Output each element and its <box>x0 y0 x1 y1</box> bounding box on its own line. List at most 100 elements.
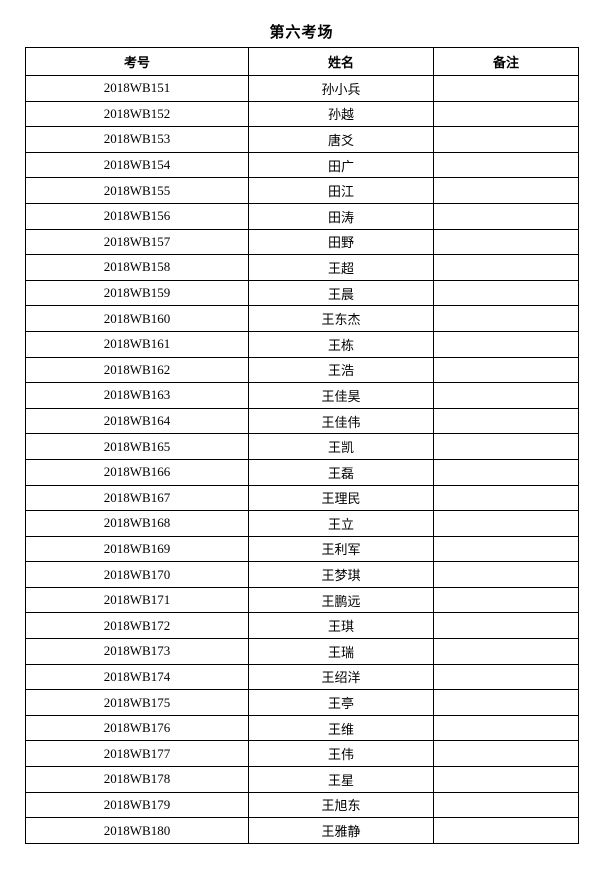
exam-no-cell: 2018WB167 <box>25 484 249 512</box>
table-row: 2018WB173 王瑞 <box>25 638 579 665</box>
exam-no-cell: 2018WB169 <box>25 535 249 563</box>
name-cell: 田江 <box>248 177 434 204</box>
exam-no-cell: 2018WB172 <box>25 612 249 640</box>
name-cell: 孙越 <box>248 100 434 128</box>
name-cell: 王佳伟 <box>248 407 434 435</box>
name-cell: 王鹏远 <box>248 586 434 614</box>
name-cell: 王维 <box>248 714 434 742</box>
exam-no-cell: 2018WB166 <box>25 458 249 486</box>
remark-cell <box>433 151 579 179</box>
remark-cell <box>433 740 579 768</box>
exam-no-cell: 2018WB155 <box>25 177 249 204</box>
remark-cell <box>433 356 579 384</box>
remark-cell <box>433 791 579 819</box>
name-cell: 田广 <box>248 151 434 179</box>
remark-cell <box>433 407 579 435</box>
remark-cell <box>433 714 579 742</box>
exam-no-cell: 2018WB163 <box>25 382 249 409</box>
table-row: 2018WB154 田广 <box>25 151 579 179</box>
exam-no-cell: 2018WB152 <box>25 100 249 128</box>
exam-no-cell: 2018WB165 <box>25 433 249 460</box>
remark-cell <box>433 638 579 665</box>
exam-no-cell: 2018WB168 <box>25 510 249 537</box>
exam-no-cell: 2018WB177 <box>25 740 249 768</box>
table-row: 2018WB164 王佳伟 <box>25 407 579 435</box>
remark-cell <box>433 766 579 793</box>
table-row: 2018WB152 孙越 <box>25 100 579 128</box>
table-body: 2018WB151 孙小兵 2018WB152 孙越 2018WB153 唐爻 … <box>25 75 579 844</box>
exam-roster-table: 考号 姓名 备注 2018WB151 孙小兵 2018WB152 孙越 2018… <box>25 47 579 844</box>
remark-cell <box>433 382 579 409</box>
table-row: 2018WB151 孙小兵 <box>25 75 579 102</box>
table-row: 2018WB156 田涛 <box>25 202 579 230</box>
table-row: 2018WB165 王凯 <box>25 433 579 460</box>
remark-cell <box>433 817 579 844</box>
remark-cell <box>433 279 579 307</box>
remark-cell <box>433 75 579 102</box>
exam-no-cell: 2018WB161 <box>25 330 249 358</box>
remark-cell <box>433 458 579 486</box>
table-row: 2018WB176 王维 <box>25 714 579 742</box>
table-row: 2018WB161 王栋 <box>25 330 579 358</box>
name-cell: 田涛 <box>248 202 434 230</box>
remark-cell <box>433 202 579 230</box>
remark-cell <box>433 689 579 716</box>
remark-cell <box>433 510 579 537</box>
table-row: 2018WB155 田江 <box>25 177 579 204</box>
table-row: 2018WB177 王伟 <box>25 740 579 768</box>
header-exam-no: 考号 <box>25 47 249 76</box>
name-cell: 王栋 <box>248 330 434 358</box>
name-cell: 王理民 <box>248 484 434 512</box>
name-cell: 王晨 <box>248 279 434 307</box>
table-row: 2018WB163 王佳昊 <box>25 382 579 409</box>
exam-no-cell: 2018WB164 <box>25 407 249 435</box>
header-remark: 备注 <box>433 47 579 76</box>
exam-no-cell: 2018WB180 <box>25 817 249 844</box>
name-cell: 王浩 <box>248 356 434 384</box>
remark-cell <box>433 254 579 281</box>
remark-cell <box>433 535 579 563</box>
name-cell: 王伟 <box>248 740 434 768</box>
remark-cell <box>433 484 579 512</box>
table-row: 2018WB162 王浩 <box>25 356 579 384</box>
name-cell: 王凯 <box>248 433 434 460</box>
table-row: 2018WB172 王琪 <box>25 612 579 640</box>
remark-cell <box>433 586 579 614</box>
name-cell: 王瑞 <box>248 638 434 665</box>
name-cell: 王磊 <box>248 458 434 486</box>
name-cell: 王琪 <box>248 612 434 640</box>
table-row: 2018WB157 田野 <box>25 228 579 256</box>
name-cell: 王亭 <box>248 689 434 716</box>
table-row: 2018WB175 王亭 <box>25 689 579 716</box>
name-cell: 王星 <box>248 766 434 793</box>
name-cell: 王梦琪 <box>248 561 434 588</box>
remark-cell <box>433 177 579 204</box>
table-row: 2018WB166 王磊 <box>25 458 579 486</box>
exam-no-cell: 2018WB162 <box>25 356 249 384</box>
remark-cell <box>433 561 579 588</box>
table-row: 2018WB159 王晨 <box>25 279 579 307</box>
table-row: 2018WB158 王超 <box>25 254 579 281</box>
table-row: 2018WB167 王理民 <box>25 484 579 512</box>
exam-no-cell: 2018WB175 <box>25 689 249 716</box>
table-row: 2018WB179 王旭东 <box>25 791 579 819</box>
name-cell: 孙小兵 <box>248 75 434 102</box>
name-cell: 王雅静 <box>248 817 434 844</box>
name-cell: 王旭东 <box>248 791 434 819</box>
exam-no-cell: 2018WB173 <box>25 638 249 665</box>
remark-cell <box>433 305 579 332</box>
table-row: 2018WB168 王立 <box>25 510 579 537</box>
exam-no-cell: 2018WB151 <box>25 75 249 102</box>
exam-no-cell: 2018WB160 <box>25 305 249 332</box>
name-cell: 王立 <box>248 510 434 537</box>
remark-cell <box>433 433 579 460</box>
name-cell: 王东杰 <box>248 305 434 332</box>
exam-no-cell: 2018WB156 <box>25 202 249 230</box>
remark-cell <box>433 228 579 256</box>
table-row: 2018WB170 王梦琪 <box>25 561 579 588</box>
name-cell: 王佳昊 <box>248 382 434 409</box>
page-title: 第六考场 <box>269 25 334 41</box>
remark-cell <box>433 612 579 640</box>
table-row: 2018WB178 王星 <box>25 766 579 793</box>
name-cell: 田野 <box>248 228 434 256</box>
